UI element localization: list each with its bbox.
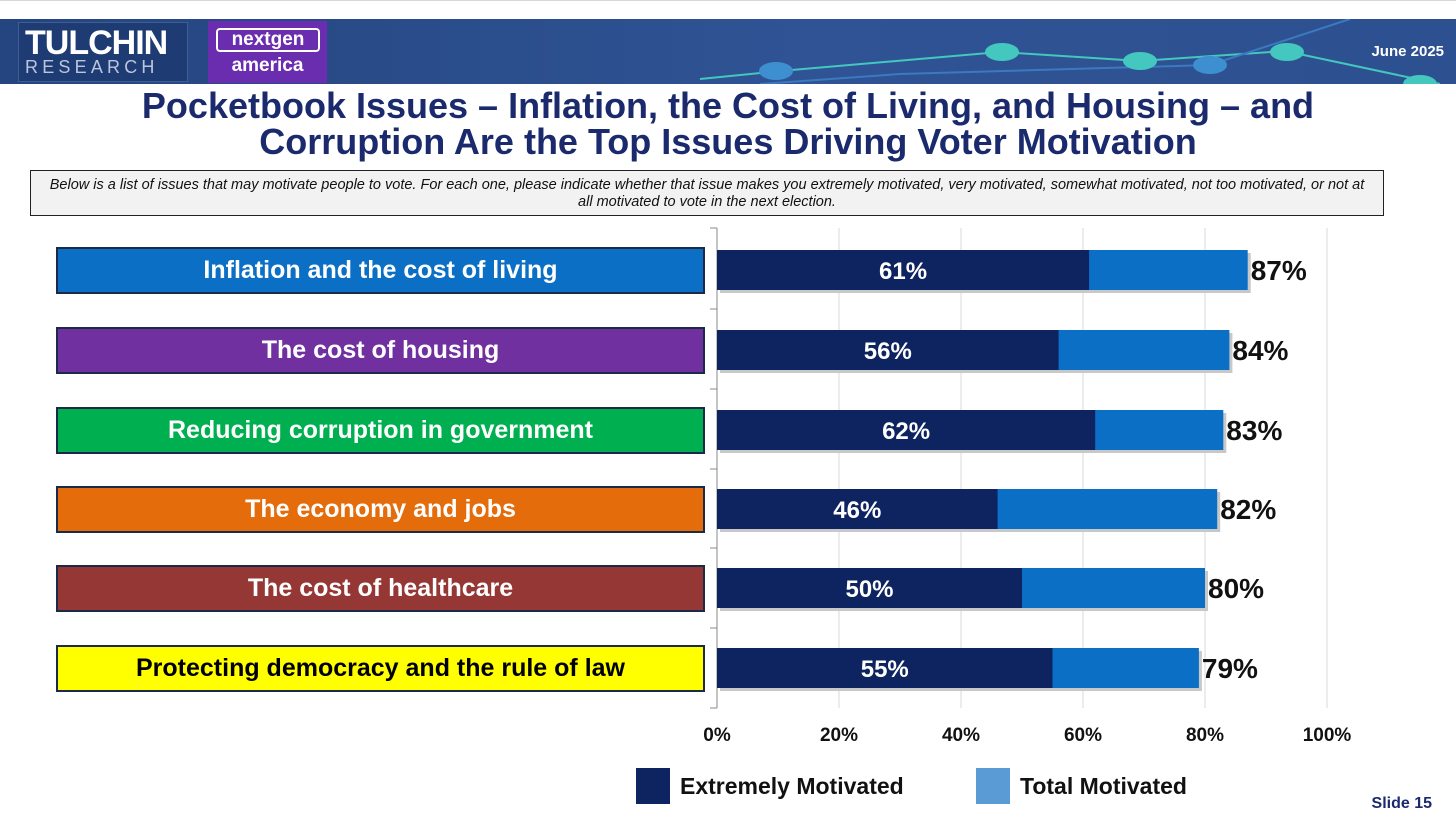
top-rule [0,0,1456,19]
bar-extremely-motivated [717,489,998,529]
category-label-box: The cost of healthcare [56,565,705,612]
data-label-total: 79% [1202,653,1258,684]
bar-extremely-motivated [717,568,1022,608]
slide-title: Pocketbook Issues – Inflation, the Cost … [40,88,1416,160]
data-label-extremely: 62% [882,418,930,445]
data-label-total: 84% [1232,335,1288,366]
x-tick-label: 100% [1303,725,1352,746]
legend-swatch-total [976,768,1010,804]
category-label-text: Protecting democracy and the rule of law [135,654,625,682]
report-date: June 2025 [1371,43,1444,60]
data-label-total: 82% [1220,494,1276,525]
slide-title-line-2: Corruption Are the Top Issues Driving Vo… [259,121,1197,162]
data-label-extremely: 55% [861,656,909,683]
legend-item-total: Total Motivated [976,768,1187,804]
category-label-box: The economy and jobs [56,486,705,533]
category-label-text: The cost of healthcare [247,574,514,602]
category-label-box: Protecting democracy and the rule of law [56,645,705,692]
slide-title-line-1: Pocketbook Issues – Inflation, the Cost … [141,85,1315,126]
logo-tulchin-wordmark: TULCHIN [25,24,168,62]
bar-extremely-motivated [717,250,1090,290]
legend-item-extremely: Extremely Motivated [636,768,904,804]
x-tick-label: 20% [820,725,858,746]
category-label-text: Inflation and the cost of living [203,256,558,284]
data-label-total: 80% [1208,573,1264,604]
nextgen-america-logo: nextgen america [208,21,327,83]
survey-question-box: Below is a list of issues that may motiv… [30,170,1384,216]
bar-extremely-motivated [717,330,1059,370]
data-label-extremely: 50% [845,576,893,603]
data-label-extremely: 56% [864,338,912,365]
logo-america-wordmark: america [231,55,304,76]
x-tick-label: 0% [703,725,731,746]
legend-label-total: Total Motivated [1020,772,1187,799]
data-label-total: 87% [1251,255,1307,286]
category-label-box: The cost of housing [56,327,705,374]
category-label-text: The economy and jobs [245,495,516,523]
category-label-box: Inflation and the cost of living [56,247,705,294]
data-label-total: 83% [1226,415,1282,446]
category-label-box: Reducing corruption in government [56,407,705,454]
logo-nextgen-frame [216,28,320,52]
category-label-text: The cost of housing [261,336,500,364]
x-tick-label: 40% [942,725,980,746]
data-label-extremely: 46% [833,497,881,524]
legend-swatch-extremely [636,768,670,804]
slide-number: Slide 15 [1371,795,1432,812]
banner-network-decoration [699,19,1441,84]
legend-label-extremely: Extremely Motivated [680,772,904,799]
bar-extremely-motivated [717,410,1096,450]
logo-research-wordmark: RESEARCH [25,57,159,77]
logo-nextgen-wordmark: nextgen [231,29,305,50]
bar-extremely-motivated [717,648,1053,688]
x-tick-label: 80% [1186,725,1224,746]
x-tick-label: 60% [1064,725,1102,746]
data-label-extremely: 61% [879,258,927,285]
tulchin-research-logo: TULCHIN RESEARCH [18,22,188,82]
category-label-text: Reducing corruption in government [167,416,593,444]
